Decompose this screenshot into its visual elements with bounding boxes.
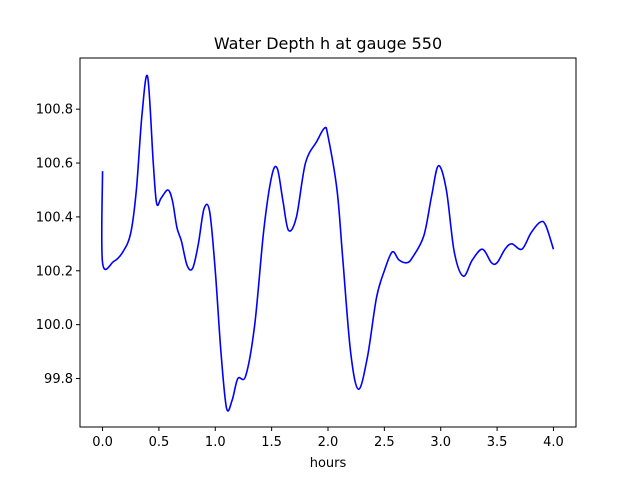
chart-title: Water Depth h at gauge 550 [214,34,442,53]
series-line-0 [100,74,555,412]
x-tick-label: 3.0 [430,435,451,450]
x-tick-label: 0.5 [149,435,170,450]
x-tick-label: 1.5 [261,435,282,450]
y-tick-label: 100.2 [36,264,73,279]
y-tick-label: 100.6 [36,157,73,172]
x-tick-label: 3.5 [487,435,508,450]
plot-frame [79,57,577,428]
x-tick-label: 2.0 [318,435,339,450]
y-axis: 99.8 100.0 100.2 100.4 100.6 100.8 [36,103,80,387]
y-tick-label: 100.4 [36,210,73,225]
x-tick-label: 0.0 [92,435,113,450]
y-tick-label: 99.8 [44,372,73,387]
y-tick-label: 100.8 [36,103,73,118]
y-tick-label: 100.0 [36,318,73,333]
x-tick-label: 2.5 [374,435,395,450]
x-axis-label: hours [310,456,347,471]
x-tick-label: 4.0 [543,435,564,450]
x-axis: 0.0 0.5 1.0 1.5 2.0 2.5 3.0 3.5 4.0 [92,427,564,450]
x-tick-label: 1.0 [205,435,226,450]
